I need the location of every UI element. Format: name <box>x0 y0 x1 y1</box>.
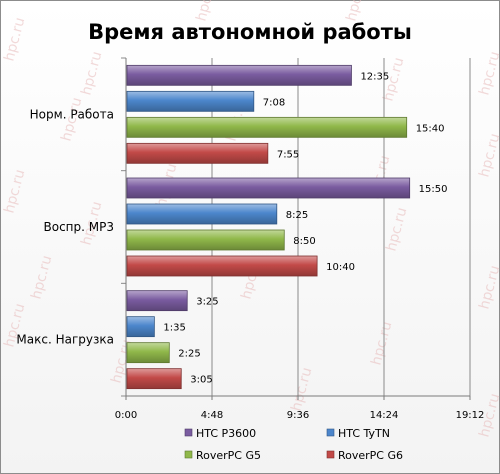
watermark-text: hpc.ru <box>383 206 410 253</box>
x-tick-label: 4:48 <box>201 410 223 421</box>
plot-area: 12:35 7:08 15:40 7:55 Норм. Работа 15:50 8:25 8… <box>16 57 485 421</box>
watermark-text: hpc.ru <box>368 320 395 367</box>
category-label: Норм. Работа <box>30 107 114 121</box>
x-tick-label: 14:24 <box>370 410 399 421</box>
data-label: 8:25 <box>286 210 308 221</box>
data-label: 8:50 <box>293 236 315 247</box>
data-label: 7:55 <box>277 149 299 160</box>
x-tick-label: 19:12 <box>456 410 485 421</box>
watermark-text: hpc.ru <box>476 132 500 179</box>
data-label: 1:35 <box>163 323 185 334</box>
data-label: 15:40 <box>416 123 445 134</box>
legend-label: HTC TyTN <box>338 427 390 440</box>
data-label: 7:08 <box>263 97 285 108</box>
bar <box>126 316 155 338</box>
bar <box>126 142 269 164</box>
legend-swatch <box>326 450 335 459</box>
data-label: 2:25 <box>178 349 200 360</box>
watermark-text: hpc.ru <box>476 264 500 311</box>
watermark-text: hpc.ru <box>1 168 28 215</box>
legend: HTC P3600 HTC TyTN RoverPC G5 RoverPC G6 <box>184 427 403 462</box>
bar <box>126 177 411 199</box>
legend-swatch <box>326 428 335 437</box>
legend-label: RoverPC G5 <box>196 449 261 462</box>
category-label: Макс. Нагрузка <box>16 333 114 347</box>
data-label: 3:05 <box>190 375 212 386</box>
bar <box>126 255 318 277</box>
data-label: 3:25 <box>196 297 218 308</box>
legend-label: HTC P3600 <box>196 427 256 440</box>
bar <box>126 64 352 86</box>
watermark-text: hpc.ru <box>476 50 500 97</box>
watermark-text: hpc.ru <box>1 16 28 63</box>
bar <box>126 229 285 251</box>
bar <box>126 342 170 364</box>
bar <box>126 368 182 390</box>
data-label: 12:35 <box>360 71 389 82</box>
bar <box>126 116 408 138</box>
bar <box>126 290 188 312</box>
data-label: 15:50 <box>419 184 448 195</box>
bar <box>126 90 255 112</box>
bar <box>126 203 278 225</box>
x-tick-label: 0:00 <box>115 410 137 421</box>
watermark-text: hpc.ru <box>28 254 55 301</box>
legend-label: RoverPC G6 <box>338 449 403 462</box>
x-tick-label: 9:36 <box>287 410 309 421</box>
category-label: Воспр. МР3 <box>44 220 115 234</box>
chart-title: Время автономной работы <box>88 20 412 44</box>
legend-swatch <box>184 428 193 437</box>
watermark-text: hpc.ru <box>288 366 315 413</box>
data-label: 10:40 <box>326 262 355 273</box>
legend-swatch <box>184 450 193 459</box>
watermark-text: hpc.ru <box>78 50 105 97</box>
